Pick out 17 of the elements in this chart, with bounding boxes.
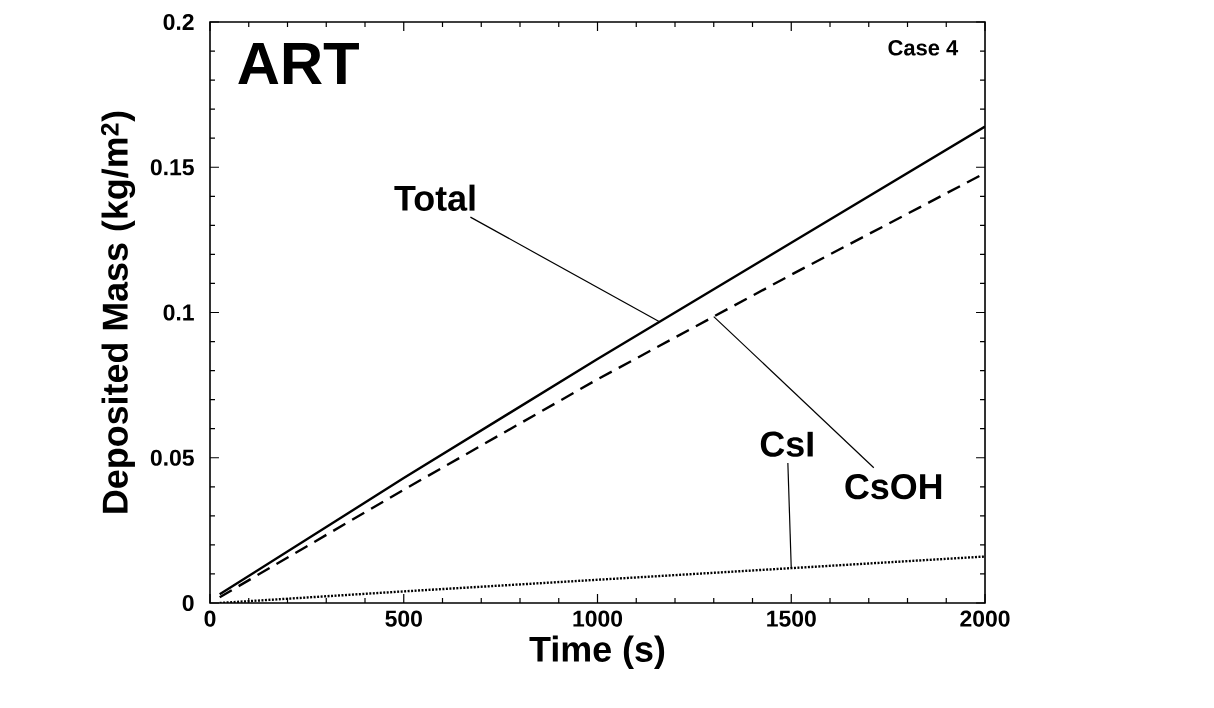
x-tick-label: 1000 [573,610,623,627]
y-tick-label: 0.05 [150,449,194,466]
x-axis-title: Time (s) [529,635,665,669]
annotation: Total [394,184,475,211]
annotation: CsI [760,431,813,457]
y-tick-label: 0.2 [163,13,194,31]
x-tick-label: 2000 [960,610,1010,627]
y-axis-title: Deposited Mass (kg/m$^{2}$) [100,111,136,513]
annotation: CsOH [845,473,942,500]
x-tick-label: 500 [385,610,422,627]
annotation: Case 4 [888,40,959,56]
y-tick-label: 0.15 [150,159,194,176]
y-tick-label: 0 [182,594,194,612]
x-tick-label: 0 [204,610,216,627]
y-tick-label: 0.1 [163,304,194,321]
x-tick-label: 1500 [767,610,816,627]
annotation: ART [238,42,359,85]
